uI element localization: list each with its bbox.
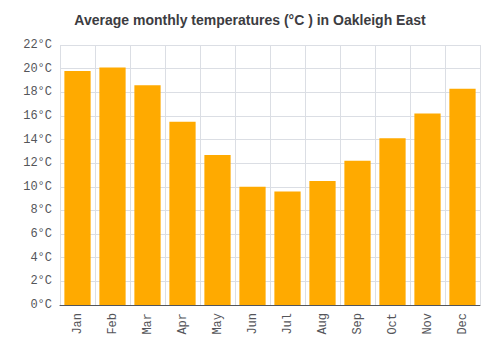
svg-text:Nov: Nov [421, 313, 435, 335]
svg-text:Sep: Sep [351, 313, 365, 335]
svg-text:12°C: 12°C [23, 156, 52, 170]
svg-text:20°C: 20°C [23, 62, 52, 76]
svg-text:Jan: Jan [71, 313, 85, 335]
svg-text:Jun: Jun [246, 313, 260, 335]
svg-text:6°C: 6°C [30, 227, 52, 241]
svg-text:22°C: 22°C [23, 38, 52, 52]
svg-text:10°C: 10°C [23, 180, 52, 194]
svg-text:Aug: Aug [316, 313, 330, 335]
svg-text:0°C: 0°C [30, 298, 52, 312]
svg-text:Apr: Apr [176, 313, 190, 335]
svg-text:14°C: 14°C [23, 133, 52, 147]
svg-text:May: May [211, 313, 225, 335]
svg-text:2°C: 2°C [30, 274, 52, 288]
svg-text:16°C: 16°C [23, 109, 52, 123]
svg-text:Jul: Jul [281, 313, 295, 335]
svg-text:Dec: Dec [456, 313, 470, 335]
svg-text:18°C: 18°C [23, 85, 52, 99]
svg-text:Oct: Oct [386, 313, 400, 335]
svg-text:Feb: Feb [106, 313, 120, 335]
svg-text:8°C: 8°C [30, 203, 52, 217]
svg-text:Average monthly temperatures (: Average monthly temperatures (°C ) in Oa… [74, 12, 426, 28]
svg-text:Mar: Mar [141, 313, 155, 335]
svg-text:4°C: 4°C [30, 251, 52, 265]
